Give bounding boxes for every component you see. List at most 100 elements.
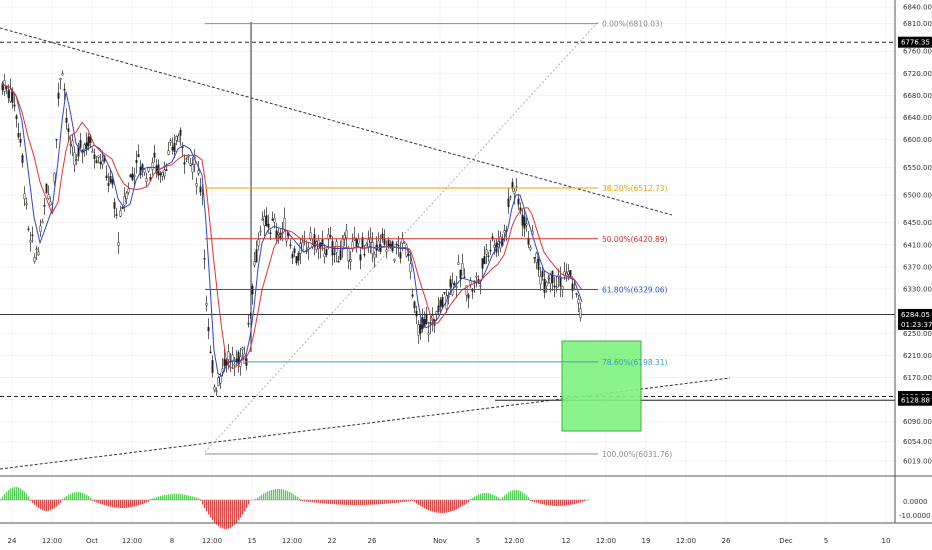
osc-bar-positive	[492, 494, 494, 500]
osc-bar-positive	[16, 487, 18, 500]
osc-bar-positive	[14, 487, 16, 500]
osc-bar-positive	[6, 491, 8, 500]
candle-body	[407, 254, 410, 256]
osc-bar-negative	[232, 500, 234, 527]
osc-bar-negative	[104, 500, 106, 506]
osc-bar-positive	[74, 492, 76, 500]
candle-body	[507, 198, 510, 208]
candle-body	[411, 294, 414, 297]
candle-body	[55, 138, 58, 141]
candle-body	[275, 230, 278, 239]
candle-body	[17, 132, 20, 138]
candle-body	[7, 90, 10, 98]
candle-body	[71, 140, 74, 148]
osc-bar-positive	[178, 494, 180, 500]
candle-body	[349, 259, 352, 262]
osc-bar-negative	[564, 500, 566, 506]
candle-body	[503, 230, 506, 234]
fib-level-label: 78.60%(6198.31)	[602, 358, 668, 367]
candle-body	[337, 261, 340, 263]
osc-bar-positive	[76, 492, 78, 500]
price-tick-label: 6330.00	[903, 286, 932, 294]
osc-bar-negative	[342, 500, 344, 505]
osc-bar-negative	[326, 500, 328, 504]
candle-body	[169, 140, 172, 143]
candle-body	[323, 253, 326, 257]
osc-bar-negative	[200, 500, 202, 501]
candle-body	[195, 183, 198, 187]
osc-bar-negative	[378, 500, 380, 505]
ascending-trendline	[0, 377, 731, 470]
candle-body	[49, 201, 52, 206]
osc-bar-negative	[398, 500, 400, 503]
candle-body	[479, 285, 482, 287]
candle-body	[63, 88, 66, 91]
osc-bar-negative	[118, 500, 120, 508]
osc-bar-negative	[230, 500, 232, 528]
osc-bar-positive	[2, 496, 4, 500]
osc-bar-negative	[96, 500, 98, 503]
candle-body	[577, 299, 580, 304]
candle-body	[209, 351, 212, 354]
candle-body	[241, 347, 244, 351]
osc-bar-negative	[124, 500, 126, 508]
osc-bar-positive	[88, 496, 90, 500]
candle-body	[367, 239, 370, 248]
candle-body	[509, 196, 512, 198]
osc-bar-negative	[212, 500, 214, 521]
osc-bar-positive	[506, 493, 508, 500]
candle-body	[129, 174, 132, 178]
osc-bar-positive	[520, 491, 522, 500]
osc-bar-positive	[265, 492, 267, 500]
price-tick-label: 6054.00	[903, 438, 932, 446]
candle-body	[121, 207, 124, 209]
candle-body	[483, 256, 486, 265]
osc-bar-positive	[273, 489, 275, 500]
osc-bar-negative	[556, 500, 558, 506]
candle-body	[183, 162, 186, 165]
osc-bar-negative	[42, 500, 44, 511]
candle-body	[87, 136, 90, 147]
osc-bar-negative	[414, 500, 416, 503]
fast-moving-average	[1, 83, 583, 377]
osc-bar-negative	[426, 500, 428, 510]
candle-body	[385, 249, 388, 253]
time-tick-label: 26	[368, 537, 377, 545]
candle-body	[293, 248, 296, 254]
candle-body	[419, 324, 422, 334]
candle-body	[27, 228, 30, 231]
osc-bar-negative	[340, 500, 342, 505]
fib-level-label: 100.00%(6031.76)	[602, 450, 672, 459]
osc-bar-positive	[275, 489, 277, 500]
price-tick-label: 6810.00	[903, 20, 932, 28]
osc-bar-negative	[388, 500, 390, 504]
time-tick-label: Dec	[779, 537, 793, 545]
osc-bar-negative	[148, 500, 150, 502]
candle-body	[325, 248, 328, 255]
osc-bar-positive	[62, 499, 64, 500]
candle-body	[371, 242, 374, 255]
osc-bar-negative	[354, 500, 356, 505]
osc-bar-negative	[530, 500, 532, 501]
osc-bar-positive	[10, 488, 12, 500]
osc-bar-positive	[524, 493, 526, 500]
osc-bar-negative	[390, 500, 392, 504]
candle-body	[57, 92, 60, 99]
osc-bar-negative	[336, 500, 338, 505]
candle-body	[523, 216, 526, 229]
osc-bar-positive	[255, 499, 257, 500]
osc-bar-positive	[154, 497, 156, 500]
price-tick-label: 6840.00	[903, 4, 932, 12]
candle-body	[439, 299, 442, 307]
osc-bar-negative	[548, 500, 550, 506]
osc-bar-positive	[287, 491, 289, 500]
osc-bar-negative	[116, 500, 118, 508]
osc-bar-negative	[310, 500, 312, 503]
candle-body	[175, 136, 178, 141]
osc-bar-negative	[318, 500, 320, 503]
candle-body	[231, 354, 234, 362]
osc-bar-positive	[90, 497, 92, 500]
candle-body	[189, 163, 192, 166]
candle-body	[263, 216, 266, 226]
